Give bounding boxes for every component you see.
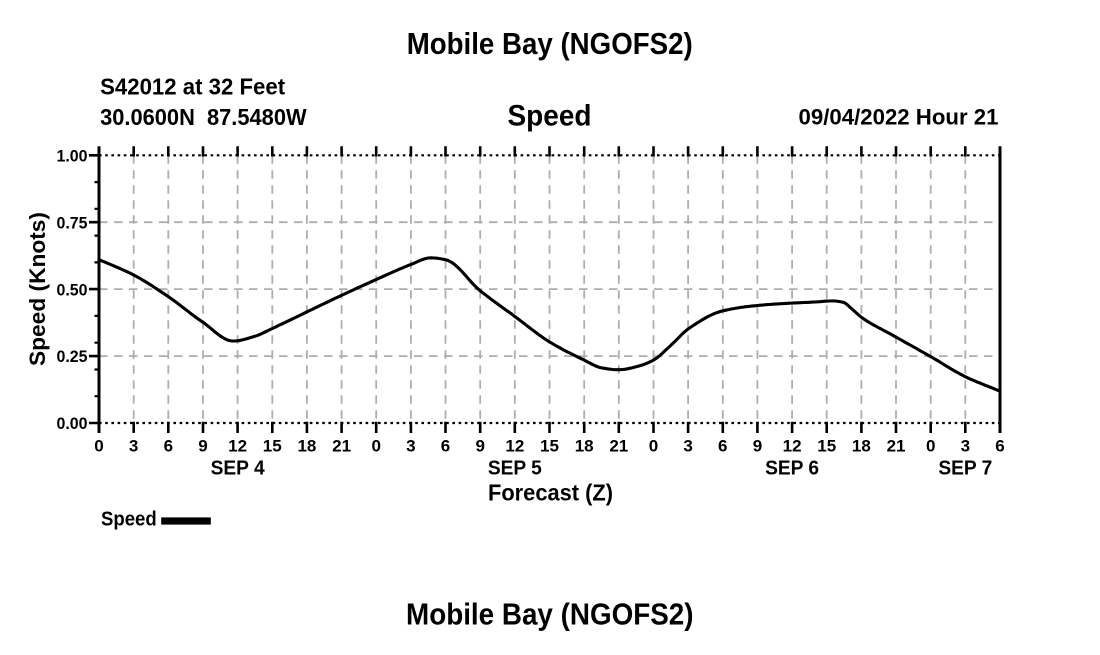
svg-text:21: 21 bbox=[609, 436, 628, 455]
svg-text:9: 9 bbox=[475, 436, 484, 455]
svg-text:0.50: 0.50 bbox=[57, 280, 88, 299]
svg-text:21: 21 bbox=[332, 436, 351, 455]
svg-text:18: 18 bbox=[852, 436, 871, 455]
svg-text:0.25: 0.25 bbox=[57, 347, 88, 366]
svg-text:18: 18 bbox=[575, 436, 594, 455]
svg-text:9: 9 bbox=[753, 436, 762, 455]
svg-text:1.00: 1.00 bbox=[57, 146, 88, 165]
svg-text:0.00: 0.00 bbox=[57, 414, 88, 433]
svg-text:6: 6 bbox=[718, 436, 727, 455]
svg-text:30.0600N 87.5480W: 30.0600N 87.5480W bbox=[100, 104, 307, 130]
svg-text:Mobile Bay (NGOFS2): Mobile Bay (NGOFS2) bbox=[406, 597, 694, 632]
svg-text:SEP 4: SEP 4 bbox=[211, 458, 266, 480]
svg-text:0: 0 bbox=[926, 436, 935, 455]
svg-text:SEP 7: SEP 7 bbox=[938, 458, 992, 480]
svg-text:Speed: Speed bbox=[508, 100, 592, 133]
svg-text:SEP 6: SEP 6 bbox=[765, 458, 819, 480]
svg-text:15: 15 bbox=[540, 436, 559, 455]
svg-text:3: 3 bbox=[129, 436, 138, 455]
svg-text:6: 6 bbox=[441, 436, 450, 455]
svg-text:3: 3 bbox=[683, 436, 692, 455]
svg-text:21: 21 bbox=[887, 436, 906, 455]
svg-text:Mobile Bay (NGOFS2): Mobile Bay (NGOFS2) bbox=[407, 26, 693, 61]
svg-text:Speed: Speed bbox=[101, 508, 157, 531]
svg-text:12: 12 bbox=[228, 436, 247, 455]
svg-text:Speed (Knots): Speed (Knots) bbox=[25, 212, 50, 366]
svg-text:Forecast (Z): Forecast (Z) bbox=[488, 480, 613, 506]
svg-text:15: 15 bbox=[263, 436, 282, 455]
svg-text:6: 6 bbox=[995, 436, 1004, 455]
svg-text:S42012 at 32 Feet: S42012 at 32 Feet bbox=[100, 74, 285, 100]
svg-text:3: 3 bbox=[406, 436, 415, 455]
svg-text:15: 15 bbox=[817, 436, 836, 455]
svg-text:SEP 5: SEP 5 bbox=[488, 458, 542, 480]
svg-text:0.75: 0.75 bbox=[57, 213, 88, 232]
svg-text:0: 0 bbox=[94, 436, 103, 455]
svg-text:0: 0 bbox=[649, 436, 658, 455]
svg-text:12: 12 bbox=[783, 436, 802, 455]
svg-text:6: 6 bbox=[164, 436, 173, 455]
svg-text:3: 3 bbox=[961, 436, 970, 455]
svg-text:12: 12 bbox=[505, 436, 524, 455]
svg-text:18: 18 bbox=[297, 436, 316, 455]
svg-text:09/04/2022 Hour 21: 09/04/2022 Hour 21 bbox=[799, 105, 999, 130]
svg-text:9: 9 bbox=[198, 436, 207, 455]
svg-text:0: 0 bbox=[371, 436, 380, 455]
